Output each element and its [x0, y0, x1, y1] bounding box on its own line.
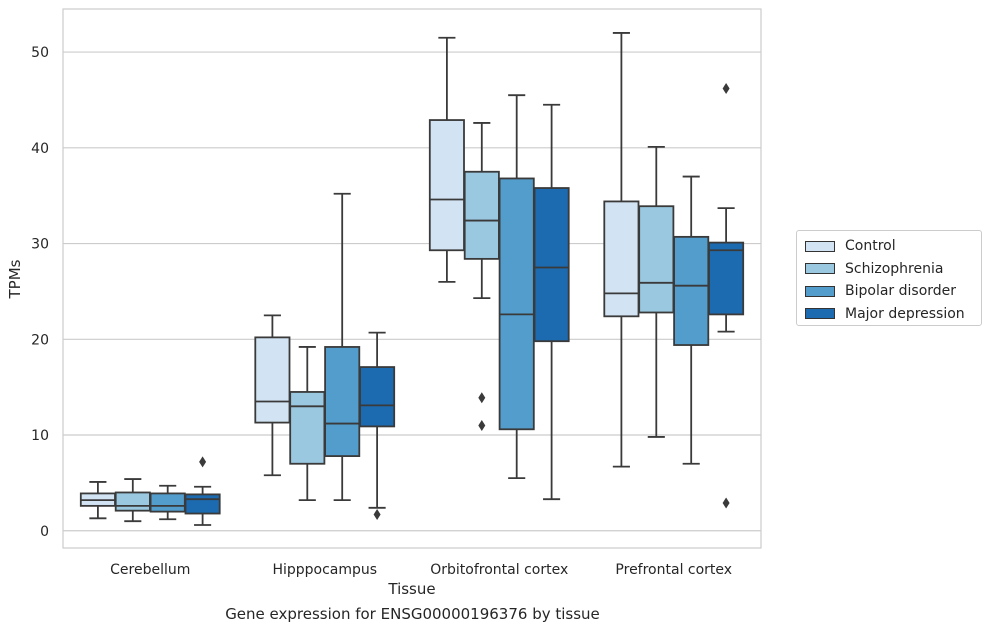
- y-tick-label: 30: [31, 237, 49, 253]
- box-iqr: [428, 119, 465, 252]
- y-tick-label: 10: [31, 428, 49, 444]
- box-iqr: [603, 200, 640, 318]
- legend-item-schizophrenia: Schizophrenia: [805, 258, 973, 281]
- x-axis-ticks: Cerebellum Hipppocampus Orbitofrontal cort…: [110, 562, 732, 578]
- box-iqr: [289, 391, 326, 465]
- outlier-point: [478, 392, 486, 404]
- box-iqr: [324, 346, 361, 457]
- legend-swatch: [805, 263, 835, 275]
- box-iqr: [149, 492, 186, 513]
- box-iqr: [184, 493, 221, 515]
- legend-label: Bipolar disorder: [845, 283, 957, 300]
- y-axis-label: TPMs: [6, 259, 24, 299]
- legend-swatch: [805, 308, 835, 320]
- legend-swatch: [805, 240, 835, 252]
- chart-caption: Gene expression for ENSG00000196376 by t…: [225, 605, 600, 623]
- legend-label: Major depression: [845, 305, 965, 322]
- box-iqr: [254, 336, 291, 424]
- y-tick-label: 40: [31, 141, 49, 157]
- outlier-point: [373, 508, 381, 520]
- x-tick-label: Prefrontal cortex: [615, 562, 732, 578]
- box-iqr: [359, 366, 396, 428]
- box-series: [79, 32, 745, 526]
- legend-label: Schizophrenia: [845, 260, 944, 277]
- legend-item-control: Control: [805, 235, 973, 258]
- x-axis-label: Tissue: [387, 580, 435, 598]
- box-iqr: [463, 170, 500, 260]
- y-tick-label: 0: [40, 524, 49, 540]
- box-iqr: [673, 235, 710, 346]
- x-tick-label: Orbitofrontal cortex: [430, 562, 568, 578]
- legend-label: Control: [845, 238, 896, 255]
- box-iqr: [114, 491, 151, 512]
- outlier-point: [199, 456, 207, 468]
- y-axis-ticks: 0 10 20 30 40 50: [31, 45, 49, 540]
- legend: Control Schizophrenia Bipolar disorder M…: [796, 230, 982, 326]
- box-iqr: [498, 177, 535, 431]
- gridlines: [63, 51, 761, 532]
- x-tick-label: Cerebellum: [110, 562, 190, 578]
- box-iqr: [638, 205, 675, 314]
- box-iqr: [533, 187, 570, 343]
- y-tick-label: 20: [31, 332, 49, 348]
- legend-item-bipolar-disorder: Bipolar disorder: [805, 280, 973, 303]
- legend-swatch: [805, 285, 835, 297]
- box-iqr: [708, 241, 745, 316]
- outlier-point: [722, 82, 730, 94]
- legend-item-major-depression: Major depression: [805, 303, 973, 326]
- y-tick-label: 50: [31, 45, 49, 61]
- outlier-point: [722, 497, 730, 509]
- x-tick-label: Hipppocampus: [272, 562, 377, 578]
- outlier-point: [478, 419, 486, 431]
